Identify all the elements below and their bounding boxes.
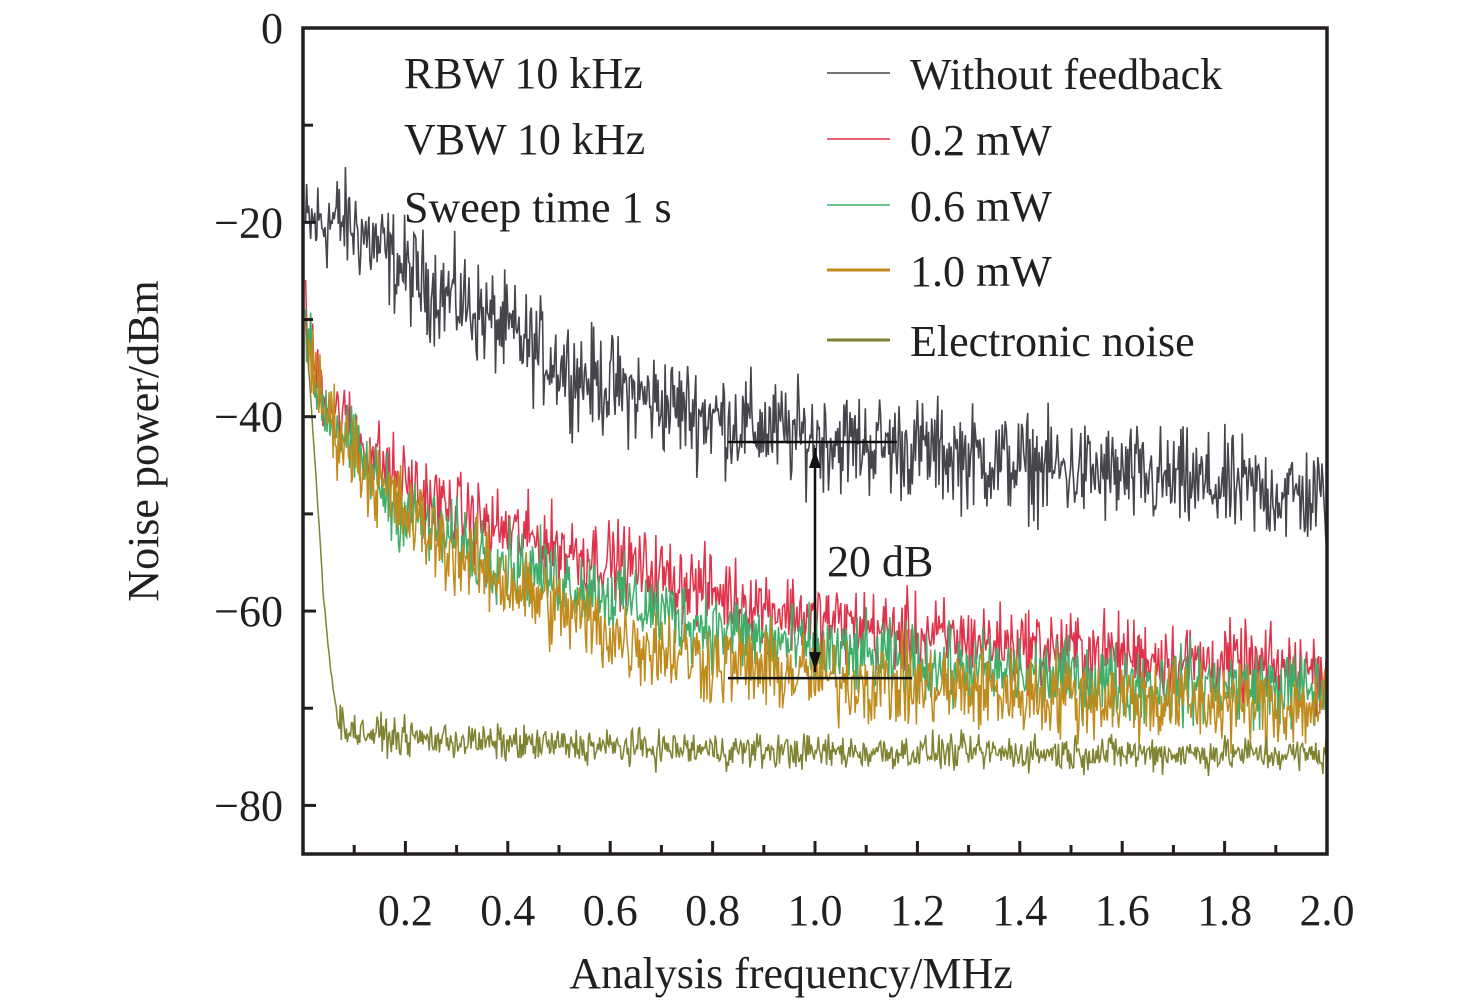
info-text-block: RBW 10 kHz VBW 10 kHz Sweep time 1 s <box>404 49 672 232</box>
legend-label: 1.0 mW <box>910 247 1052 296</box>
y-tick-label: −60 <box>214 587 283 636</box>
y-tick-label: 0 <box>261 4 283 53</box>
arrow-head-down-icon <box>809 652 821 671</box>
x-tick-label: 1.6 <box>1095 886 1150 935</box>
difference-label: 20 dB <box>827 537 933 586</box>
arrow-head-up-icon <box>809 449 821 468</box>
x-tick-label: 0.2 <box>378 886 433 935</box>
legend-label: 0.2 mW <box>910 116 1052 165</box>
legend-label: Electronic noise <box>910 317 1195 366</box>
x-tick-label: 1.0 <box>788 886 843 935</box>
legend-label: Without feedback <box>910 50 1222 99</box>
x-tick-label: 2.0 <box>1300 886 1355 935</box>
x-tick-label: 0.6 <box>583 886 638 935</box>
y-axis-title: Noise power/dBm <box>119 280 168 601</box>
x-tick-label: 1.8 <box>1197 886 1252 935</box>
y-tick-label: −20 <box>214 198 283 247</box>
series-line-without-feedback <box>304 166 1327 544</box>
annotation-layer: 20 dB <box>727 440 933 680</box>
x-tick-label: 0.4 <box>480 886 535 935</box>
vbw-text: VBW 10 kHz <box>404 115 645 164</box>
y-tick-label: −40 <box>214 393 283 442</box>
rbw-text: RBW 10 kHz <box>404 49 643 98</box>
x-axis: 0.2 0.4 0.6 0.8 1.0 1.2 1.4 1.6 1.8 2.0 <box>352 841 1355 935</box>
sweep-time-text: Sweep time 1 s <box>404 183 672 232</box>
y-tick-label: −80 <box>214 781 283 830</box>
x-tick-label: 1.4 <box>992 886 1047 935</box>
y-axis: 0 −20 −40 −60 −80 <box>214 4 316 830</box>
series-line-1-0-mw <box>304 315 1327 755</box>
series-line-electronic-noise <box>304 319 1327 777</box>
x-axis-title: Analysis frequency/MHz <box>569 949 1013 998</box>
x-tick-label: 1.2 <box>890 886 945 935</box>
legend-label: 0.6 mW <box>910 182 1052 231</box>
series-layer <box>304 166 1327 777</box>
legend: Without feedback 0.2 mW 0.6 mW 1.0 mW Electr… <box>827 50 1222 366</box>
x-tick-label: 0.8 <box>685 886 740 935</box>
